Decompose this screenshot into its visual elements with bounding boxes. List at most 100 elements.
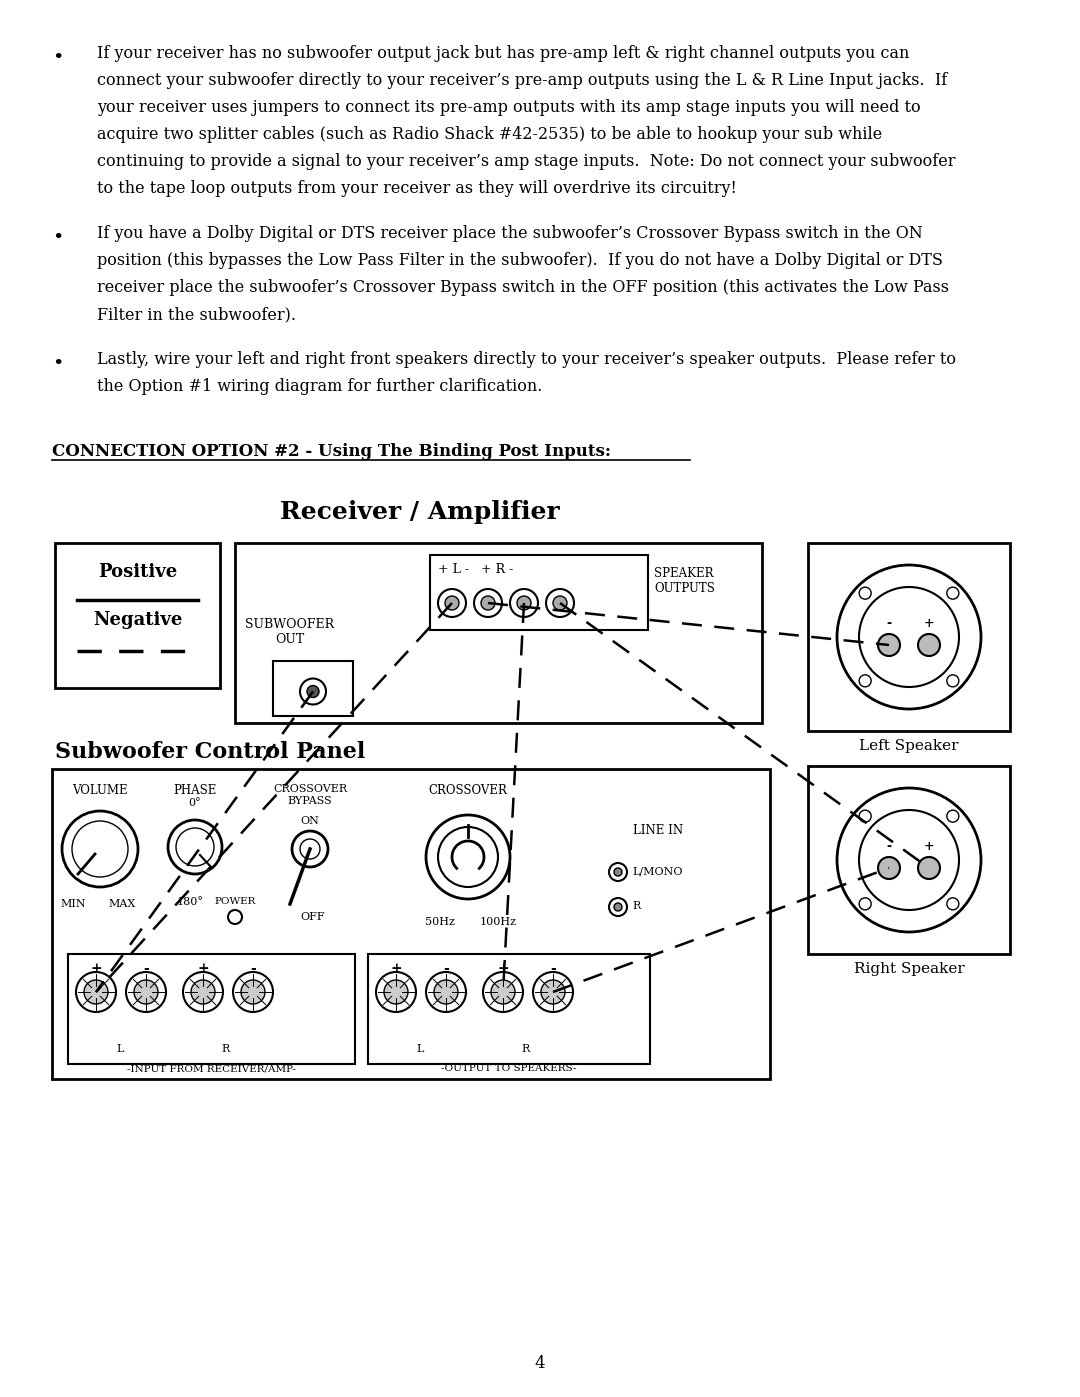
Text: LINE IN: LINE IN (633, 824, 684, 837)
Text: •: • (52, 355, 64, 373)
Circle shape (609, 863, 627, 882)
Bar (368, 954, 650, 1065)
Text: R: R (632, 901, 640, 911)
Circle shape (72, 821, 129, 877)
Circle shape (438, 590, 465, 617)
Circle shape (134, 981, 158, 1004)
Text: R: R (221, 1044, 230, 1053)
Bar (430, 555, 648, 630)
Circle shape (483, 972, 523, 1011)
Text: VOLUME: VOLUME (72, 784, 127, 798)
Circle shape (300, 679, 326, 704)
Circle shape (534, 972, 573, 1011)
Text: ON: ON (300, 816, 320, 826)
Text: +: + (390, 963, 402, 977)
Circle shape (62, 812, 138, 887)
Text: -: - (251, 963, 256, 977)
Circle shape (241, 981, 265, 1004)
Text: position (this bypasses the Low Pass Filter in the subwoofer).  If you do not ha: position (this bypasses the Low Pass Fil… (97, 251, 943, 270)
Circle shape (615, 902, 622, 911)
Text: L/MONO: L/MONO (632, 866, 683, 876)
Circle shape (126, 972, 166, 1011)
Circle shape (426, 972, 465, 1011)
Text: 180°: 180° (177, 897, 204, 907)
Circle shape (860, 587, 872, 599)
Text: connect your subwoofer directly to your receiver’s pre-amp outputs using the L &: connect your subwoofer directly to your … (97, 73, 947, 89)
Circle shape (84, 981, 108, 1004)
Text: +: + (91, 963, 102, 977)
Text: PHASE: PHASE (173, 784, 217, 798)
Circle shape (481, 597, 495, 610)
Circle shape (474, 590, 502, 617)
Circle shape (918, 856, 940, 879)
Circle shape (233, 972, 273, 1011)
Circle shape (307, 686, 319, 697)
Circle shape (434, 981, 458, 1004)
Text: CONNECTION OPTION #2 - Using The Binding Post Inputs:: CONNECTION OPTION #2 - Using The Binding… (52, 443, 611, 460)
Text: -: - (144, 963, 149, 977)
Text: Filter in the subwoofer).: Filter in the subwoofer). (97, 306, 296, 323)
Bar (52, 768, 770, 1078)
Text: -INPUT FROM RECEIVER/AMP-: -INPUT FROM RECEIVER/AMP- (127, 1065, 296, 1073)
Text: +: + (923, 617, 934, 630)
Circle shape (376, 972, 416, 1011)
Text: MIN: MIN (60, 900, 85, 909)
Text: your receiver uses jumpers to connect its pre-amp outputs with its amp stage inp: your receiver uses jumpers to connect it… (97, 99, 920, 116)
Circle shape (947, 898, 959, 909)
Text: acquire two splitter cables (such as Radio Shack #42-2535) to be able to hookup : acquire two splitter cables (such as Rad… (97, 126, 882, 142)
Text: CROSSOVER
BYPASS: CROSSOVER BYPASS (273, 784, 347, 806)
Text: continuing to provide a signal to your receiver’s amp stage inputs.  Note: Do no: continuing to provide a signal to your r… (97, 154, 956, 170)
Circle shape (300, 840, 320, 859)
Text: L: L (416, 1044, 423, 1053)
Text: +: + (198, 963, 208, 977)
Text: -: - (887, 617, 892, 630)
Text: R: R (522, 1044, 530, 1053)
Circle shape (426, 814, 510, 900)
Circle shape (491, 981, 515, 1004)
Text: the Option #1 wiring diagram for further clarification.: the Option #1 wiring diagram for further… (97, 379, 542, 395)
Bar (808, 543, 1010, 731)
Circle shape (878, 856, 900, 879)
Circle shape (615, 868, 622, 876)
Circle shape (228, 909, 242, 923)
Circle shape (918, 634, 940, 657)
Circle shape (510, 590, 538, 617)
Text: 0°: 0° (189, 798, 201, 807)
Text: Receiver / Amplifier: Receiver / Amplifier (280, 500, 559, 524)
Circle shape (837, 788, 981, 932)
Circle shape (859, 587, 959, 687)
Text: 4: 4 (535, 1355, 545, 1372)
Circle shape (292, 831, 328, 868)
Circle shape (860, 810, 872, 823)
Text: 50Hz: 50Hz (426, 916, 455, 928)
Text: -OUTPUT TO SPEAKERS-: -OUTPUT TO SPEAKERS- (442, 1065, 577, 1073)
Circle shape (517, 597, 531, 610)
Circle shape (860, 675, 872, 687)
Bar (273, 661, 353, 717)
Circle shape (168, 820, 222, 875)
Text: 100Hz: 100Hz (480, 916, 517, 928)
Text: Lastly, wire your left and right front speakers directly to your receiver’s spea: Lastly, wire your left and right front s… (97, 351, 956, 367)
Text: If your receiver has no subwoofer output jack but has pre-amp left & right chann: If your receiver has no subwoofer output… (97, 45, 909, 61)
Circle shape (860, 898, 872, 909)
Text: If you have a Dolby Digital or DTS receiver place the subwoofer’s Crossover Bypa: If you have a Dolby Digital or DTS recei… (97, 225, 922, 242)
Circle shape (76, 972, 116, 1011)
Text: OFF: OFF (300, 912, 325, 922)
Circle shape (445, 597, 459, 610)
Text: -: - (887, 840, 892, 854)
Circle shape (878, 634, 900, 657)
Circle shape (553, 597, 567, 610)
Bar (55, 543, 220, 687)
Text: -: - (550, 963, 556, 977)
Bar (808, 766, 1010, 954)
Circle shape (947, 810, 959, 823)
Text: Positive: Positive (98, 563, 177, 581)
Circle shape (947, 675, 959, 687)
Text: +: + (923, 840, 934, 854)
Bar (235, 543, 762, 724)
Text: L: L (117, 1044, 124, 1053)
Circle shape (837, 564, 981, 710)
Text: SUBWOOFER
OUT: SUBWOOFER OUT (245, 617, 335, 645)
Circle shape (438, 827, 498, 887)
Text: CROSSOVER: CROSSOVER (429, 784, 508, 798)
